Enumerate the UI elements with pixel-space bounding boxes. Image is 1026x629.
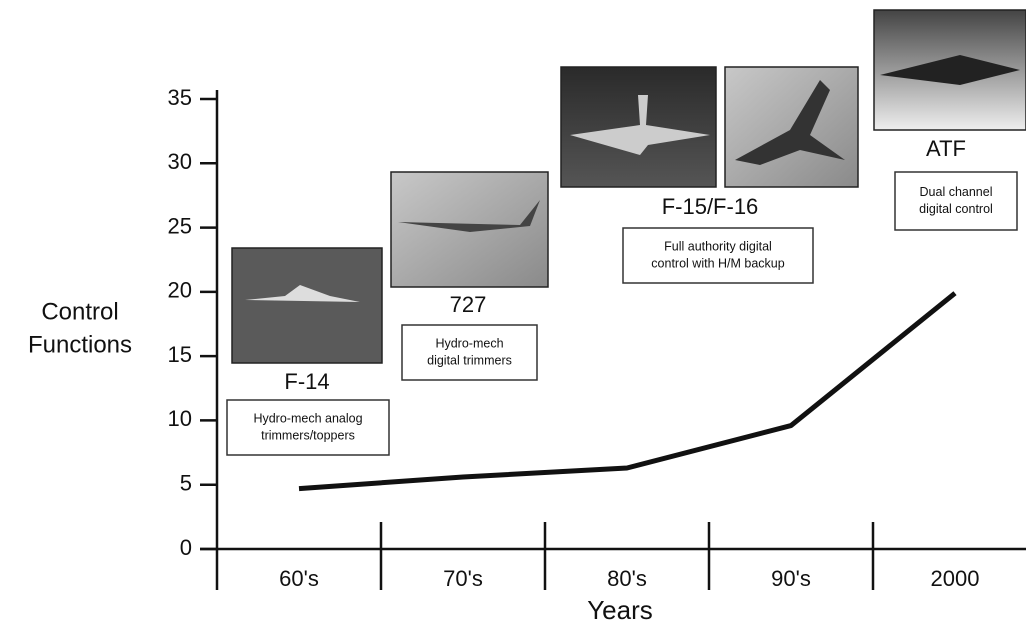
aircraft-label: 727 [450,292,487,317]
annotation-text: digital trimmers [427,353,512,367]
y-tick-label: 25 [168,213,192,238]
annotation-text: Dual channel [920,185,993,199]
y-tick-label: 35 [168,85,192,110]
y-axis-title: Functions [28,331,132,358]
annotation-text: digital control [919,202,993,216]
x-tick-label: 80's [607,566,647,591]
y-tick-label: 0 [180,535,192,560]
aircraft-label: F-14 [284,369,329,394]
aircraft-label: ATF [926,136,966,161]
x-tick-label: 70's [443,566,483,591]
annotation-text: Hydro-mech [435,336,503,350]
x-tick-label: 90's [771,566,811,591]
y-tick-label: 10 [168,406,192,431]
annotation-text: Hydro-mech analog [253,411,362,425]
chart: Years Control Functions 0 5 10 15 20 25 30 35 60's… [0,0,1026,629]
annotation-text: trimmers/toppers [261,428,355,442]
y-tick-label: 5 [180,471,192,496]
y-axis-title: Control [41,298,118,325]
aircraft-label: F-15/F-16 [662,194,759,219]
annotation-text: control with H/M backup [651,256,784,270]
x-axis-title: Years [587,595,653,625]
x-tick-label: 2000 [931,566,980,591]
y-tick-label: 30 [168,149,192,174]
y-tick-label: 15 [168,342,192,367]
annotation-text: Full authority digital [664,239,772,253]
aircraft-image [232,248,382,363]
line [299,293,955,488]
y-tick-label: 20 [168,278,192,303]
aircraft-image [725,67,858,187]
x-tick-label: 60's [279,566,319,591]
